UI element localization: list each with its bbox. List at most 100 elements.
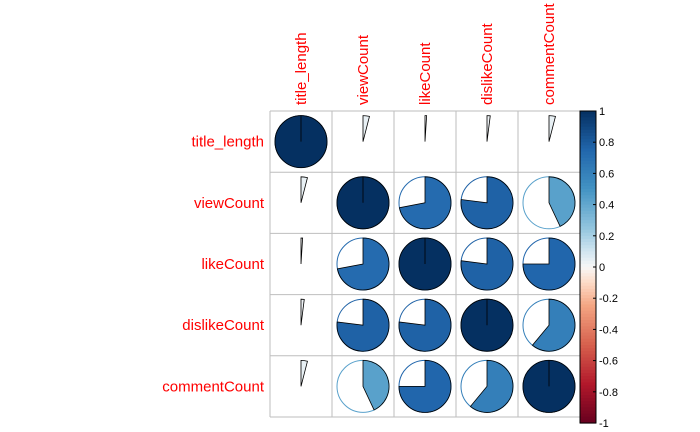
colorbar-segment: [580, 111, 596, 115]
colorbar-segment: [580, 235, 596, 240]
colorbar-tick-label: 0.6: [599, 168, 614, 180]
column-label-title_length: title_length: [293, 32, 310, 105]
colorbar-tick-label: -1: [599, 418, 609, 430]
pie-slice: [300, 359, 308, 387]
colorbar-segment: [580, 204, 596, 209]
row-labels: title_length viewCount likeCount dislikeCou…: [162, 134, 265, 396]
colorbar-segment: [580, 129, 596, 134]
pie-cell-viewCount-viewCount: [336, 176, 390, 230]
colorbar-tick-label: 0.4: [599, 200, 614, 212]
colorbar-segment: [580, 179, 596, 184]
pie-slice: [398, 176, 452, 230]
pie-cell-dislikeCount-dislikeCount: [460, 298, 514, 352]
colorbar-segment: [580, 145, 596, 150]
colorbar-tick-label: 0.2: [599, 231, 614, 243]
pie-cell-dislikeCount-likeCount: [398, 298, 452, 352]
colorbar-segment: [580, 126, 596, 131]
colorbar-segment: [580, 217, 596, 221]
pie-slice: [398, 298, 452, 352]
colorbar-segment: [580, 416, 596, 421]
colorbar-segment: [580, 285, 596, 290]
pie-cell-viewCount-commentCount: [522, 176, 576, 230]
pie-slice: [548, 176, 576, 227]
colorbar-segment: [580, 295, 596, 299]
colorbar-segment: [580, 245, 596, 249]
colorbar-segment: [580, 192, 596, 196]
pie-cell-commentCount-title_length: [300, 359, 308, 387]
row-label-title_length: title_length: [191, 134, 264, 151]
colorbar-segment: [580, 410, 596, 415]
colorbar-segment: [580, 379, 596, 384]
colorbar-segment: [580, 320, 596, 324]
pie-slice: [398, 359, 452, 413]
pie-slice: [362, 115, 370, 142]
colorbar-segment: [580, 313, 596, 318]
colorbar-segment: [580, 185, 596, 190]
pie-slice: [300, 298, 305, 326]
colorbar-segment: [580, 301, 596, 306]
colorbar-segment: [580, 260, 596, 265]
colorbar-tick-label: -0.2: [599, 293, 618, 305]
colorbar-segment: [580, 229, 596, 234]
colorbar-segment: [580, 323, 596, 327]
colorbar-segment: [580, 398, 596, 402]
colorbar-tick-label: -0.4: [599, 324, 618, 336]
colorbar-segment: [580, 316, 596, 321]
colorbar-tick-label: -0.6: [599, 356, 618, 368]
colorbar-tick-label: 1: [599, 106, 605, 118]
pie-slice: [522, 237, 576, 291]
colorbar-tick-label: 0.8: [599, 137, 614, 149]
colorbar-segment: [580, 407, 596, 412]
column-label-viewCount: viewCount: [355, 34, 372, 105]
pie-cell-likeCount-title_length: [300, 237, 304, 265]
colorbar-segment: [580, 354, 596, 359]
colorbar-segment: [580, 288, 596, 293]
pie-cell-viewCount-dislikeCount: [460, 176, 514, 230]
colorbar-segment: [580, 132, 596, 137]
pie-cell-title_length-likeCount: [424, 115, 428, 142]
colorbar-segment: [580, 226, 596, 231]
colorbar-segment: [580, 298, 596, 302]
colorbar-segment: [580, 254, 596, 259]
colorbar-segment: [580, 142, 596, 146]
colorbar-segment: [580, 345, 596, 349]
colorbar-segment: [580, 341, 596, 346]
colorbar-segment: [580, 404, 596, 408]
colorbar-segment: [580, 394, 596, 399]
colorbar-segment: [580, 220, 596, 224]
colorbar-segment: [580, 120, 596, 125]
row-label-dislikeCount: dislikeCount: [182, 317, 265, 334]
colorbar-segment: [580, 363, 596, 368]
colorbar-tick-label: -0.8: [599, 387, 618, 399]
pie-cell-likeCount-commentCount: [522, 237, 576, 291]
column-label-dislikeCount: dislikeCount: [479, 22, 496, 105]
colorbar-segment: [580, 338, 596, 343]
pie-slice: [300, 176, 308, 203]
colorbar-segment: [580, 210, 596, 215]
colorbar-segment: [580, 114, 596, 118]
colorbar-segment: [580, 307, 596, 312]
pie-cells: [274, 115, 576, 413]
colorbar-segment: [580, 173, 596, 178]
pie-cell-title_length-commentCount: [548, 115, 556, 142]
row-label-likeCount: likeCount: [201, 256, 264, 273]
colorbar-segment: [580, 123, 596, 128]
pie-slice: [548, 115, 556, 142]
pie-slice: [460, 176, 514, 230]
column-labels: title_length viewCount likeCount dislikeCou…: [293, 2, 558, 105]
colorbar-segment: [580, 257, 596, 262]
colorbar-segment: [580, 270, 596, 274]
pie-cell-likeCount-viewCount: [336, 237, 390, 291]
pie-slice: [460, 237, 514, 291]
colorbar-segment: [580, 273, 596, 277]
colorbar-segment: [580, 279, 596, 284]
colorbar: 1 0.8 0.6 0.4 0.2 0 -0.2 -0.4 -0.6 -0.8 -1: [579, 106, 618, 430]
row-label-viewCount: viewCount: [194, 195, 265, 212]
colorbar-segment: [580, 357, 596, 362]
colorbar-segment: [580, 401, 596, 405]
colorbar-segment: [580, 154, 596, 159]
pie-cell-commentCount-dislikeCount: [460, 359, 514, 413]
colorbar-segment: [580, 373, 596, 377]
pie-cell-title_length-dislikeCount: [486, 115, 491, 142]
